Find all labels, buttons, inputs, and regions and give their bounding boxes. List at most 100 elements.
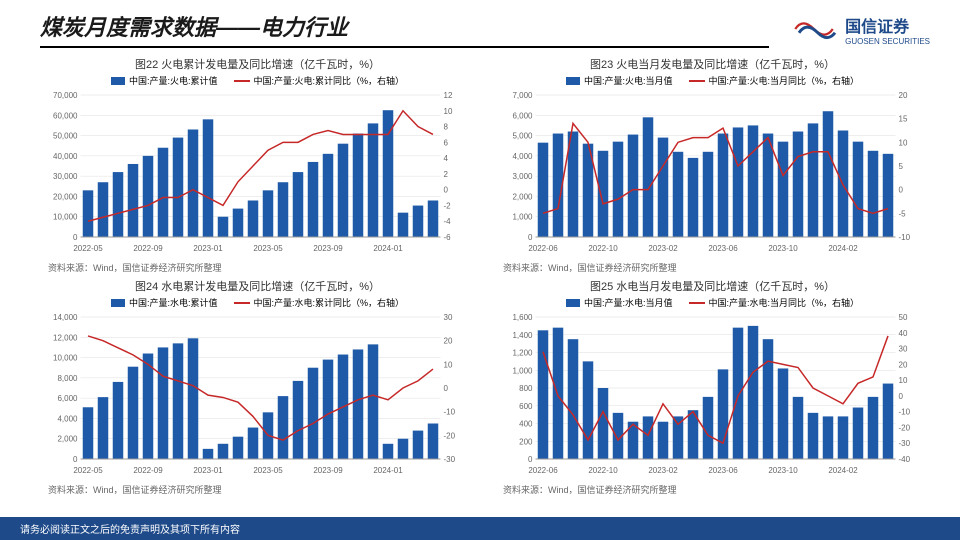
svg-text:2022-05: 2022-05 (73, 244, 103, 253)
legend-bar-item: 中国:产量:火电:当月值 (566, 74, 673, 87)
svg-text:-30: -30 (444, 455, 456, 464)
svg-text:2022-10: 2022-10 (588, 244, 618, 253)
svg-text:6,000: 6,000 (512, 111, 533, 120)
svg-text:2: 2 (444, 170, 449, 179)
svg-text:800: 800 (519, 384, 533, 393)
svg-text:14,000: 14,000 (53, 313, 78, 322)
chart-source: 资料来源：Wind，国信证券经济研究所整理 (40, 261, 475, 274)
chart-title: 图22 火电累计发电量及同比增速（亿千瓦时，%） (40, 56, 475, 72)
legend-bar-label: 中国:产量:火电:累计值 (129, 74, 218, 87)
chart-cell: 图23 火电当月发电量及同比增速（亿千瓦时，%） 中国:产量:火电:当月值 中国… (495, 56, 930, 274)
chart-source: 资料来源：Wind，国信证券经济研究所整理 (495, 261, 930, 274)
svg-text:2,000: 2,000 (57, 435, 78, 444)
svg-text:10: 10 (899, 138, 908, 147)
svg-text:12: 12 (444, 91, 453, 100)
legend-bar-icon (111, 299, 125, 307)
svg-text:50,000: 50,000 (53, 132, 78, 141)
chart-title: 图23 火电当月发电量及同比增速（亿千瓦时，%） (495, 56, 930, 72)
chart-cell: 图22 火电累计发电量及同比增速（亿千瓦时，%） 中国:产量:火电:累计值 中国… (40, 56, 475, 274)
legend-bar-item: 中国:产量:水电:当月值 (566, 296, 673, 309)
chart-svg: 010,00020,00030,00040,00050,00060,00070,… (40, 89, 475, 259)
chart-source: 资料来源：Wind，国信证券经济研究所整理 (495, 483, 930, 496)
svg-text:0: 0 (73, 233, 78, 242)
svg-text:2024-02: 2024-02 (828, 244, 858, 253)
chart-legend: 中国:产量:火电:当月值 中国:产量:火电:当月同比（%，右轴） (495, 74, 930, 87)
svg-text:2023-09: 2023-09 (313, 466, 343, 475)
logo: 国信证券 GUOSEN SECURITIES (789, 13, 930, 46)
svg-text:10,000: 10,000 (53, 213, 78, 222)
svg-text:400: 400 (519, 420, 533, 429)
svg-text:10,000: 10,000 (53, 354, 78, 363)
svg-text:1,000: 1,000 (512, 366, 533, 375)
legend-bar-icon (566, 77, 580, 85)
chart-title: 图24 水电累计发电量及同比增速（亿千瓦时，%） (40, 278, 475, 294)
svg-text:4,000: 4,000 (57, 414, 78, 423)
logo-cn: 国信证券 (845, 13, 930, 37)
svg-text:2023-02: 2023-02 (648, 466, 678, 475)
svg-text:2022-06: 2022-06 (528, 466, 558, 475)
svg-text:20: 20 (899, 91, 908, 100)
svg-text:0: 0 (528, 455, 533, 464)
svg-text:-5: -5 (899, 209, 907, 218)
svg-text:30,000: 30,000 (53, 172, 78, 181)
svg-text:-20: -20 (899, 423, 911, 432)
svg-text:2023-05: 2023-05 (253, 244, 283, 253)
legend-bar-icon (111, 77, 125, 85)
chart-svg: 01,0002,0003,0004,0005,0006,0007,000-10-… (495, 89, 930, 259)
legend-line-icon (234, 80, 250, 82)
svg-text:2022-09: 2022-09 (133, 466, 163, 475)
svg-text:40,000: 40,000 (53, 152, 78, 161)
svg-text:-6: -6 (444, 233, 452, 242)
legend-bar-icon (566, 299, 580, 307)
svg-text:2023-06: 2023-06 (708, 244, 738, 253)
svg-text:600: 600 (519, 402, 533, 411)
svg-text:0: 0 (528, 233, 533, 242)
svg-text:3,000: 3,000 (512, 172, 533, 181)
svg-text:-10: -10 (899, 408, 911, 417)
legend-line-label: 中国:产量:火电:累计同比（%，右轴） (254, 74, 405, 87)
svg-text:2023-02: 2023-02 (648, 244, 678, 253)
chart-legend: 中国:产量:水电:当月值 中国:产量:水电:当月同比（%，右轴） (495, 296, 930, 309)
svg-text:1,600: 1,600 (512, 313, 533, 322)
charts-grid: 图22 火电累计发电量及同比增速（亿千瓦时，%） 中国:产量:火电:累计值 中国… (0, 52, 960, 496)
legend-line-label: 中国:产量:水电:累计同比（%，右轴） (254, 296, 405, 309)
svg-text:70,000: 70,000 (53, 91, 78, 100)
svg-text:2024-02: 2024-02 (828, 466, 858, 475)
legend-bar-item: 中国:产量:火电:累计值 (111, 74, 218, 87)
svg-text:-10: -10 (899, 233, 911, 242)
svg-text:1,400: 1,400 (512, 331, 533, 340)
svg-text:2024-01: 2024-01 (373, 466, 403, 475)
legend-line-icon (689, 80, 705, 82)
chart-source: 资料来源：Wind，国信证券经济研究所整理 (40, 483, 475, 496)
legend-bar-label: 中国:产量:水电:当月值 (584, 296, 673, 309)
svg-text:-4: -4 (444, 217, 452, 226)
svg-text:20: 20 (899, 360, 908, 369)
svg-text:-10: -10 (444, 408, 456, 417)
svg-text:8: 8 (444, 123, 449, 132)
svg-text:2023-01: 2023-01 (193, 244, 223, 253)
svg-text:2,000: 2,000 (512, 192, 533, 201)
chart-cell: 图25 水电当月发电量及同比增速（亿千瓦时，%） 中国:产量:水电:当月值 中国… (495, 278, 930, 496)
svg-text:7,000: 7,000 (512, 91, 533, 100)
svg-text:2023-05: 2023-05 (253, 466, 283, 475)
svg-text:2024-01: 2024-01 (373, 244, 403, 253)
legend-bar-item: 中国:产量:水电:累计值 (111, 296, 218, 309)
svg-text:6: 6 (444, 138, 449, 147)
title-wrap: 煤炭月度需求数据——电力行业 (40, 10, 769, 48)
legend-bar-label: 中国:产量:火电:当月值 (584, 74, 673, 87)
svg-text:0: 0 (899, 186, 904, 195)
chart-legend: 中国:产量:水电:累计值 中国:产量:水电:累计同比（%，右轴） (40, 296, 475, 309)
svg-text:0: 0 (73, 455, 78, 464)
legend-line-item: 中国:产量:水电:累计同比（%，右轴） (234, 296, 405, 309)
svg-text:1,000: 1,000 (512, 213, 533, 222)
svg-text:2023-10: 2023-10 (768, 244, 798, 253)
header: 煤炭月度需求数据——电力行业 国信证券 GUOSEN SECURITIES (0, 0, 960, 52)
svg-text:60,000: 60,000 (53, 111, 78, 120)
svg-text:10: 10 (444, 107, 453, 116)
chart-svg: 02004006008001,0001,2001,4001,600-40-30-… (495, 311, 930, 481)
svg-text:-40: -40 (899, 455, 911, 464)
svg-text:1,200: 1,200 (512, 349, 533, 358)
svg-text:40: 40 (899, 329, 908, 338)
legend-line-label: 中国:产量:水电:当月同比（%，右轴） (709, 296, 860, 309)
logo-en: GUOSEN SECURITIES (845, 37, 930, 46)
